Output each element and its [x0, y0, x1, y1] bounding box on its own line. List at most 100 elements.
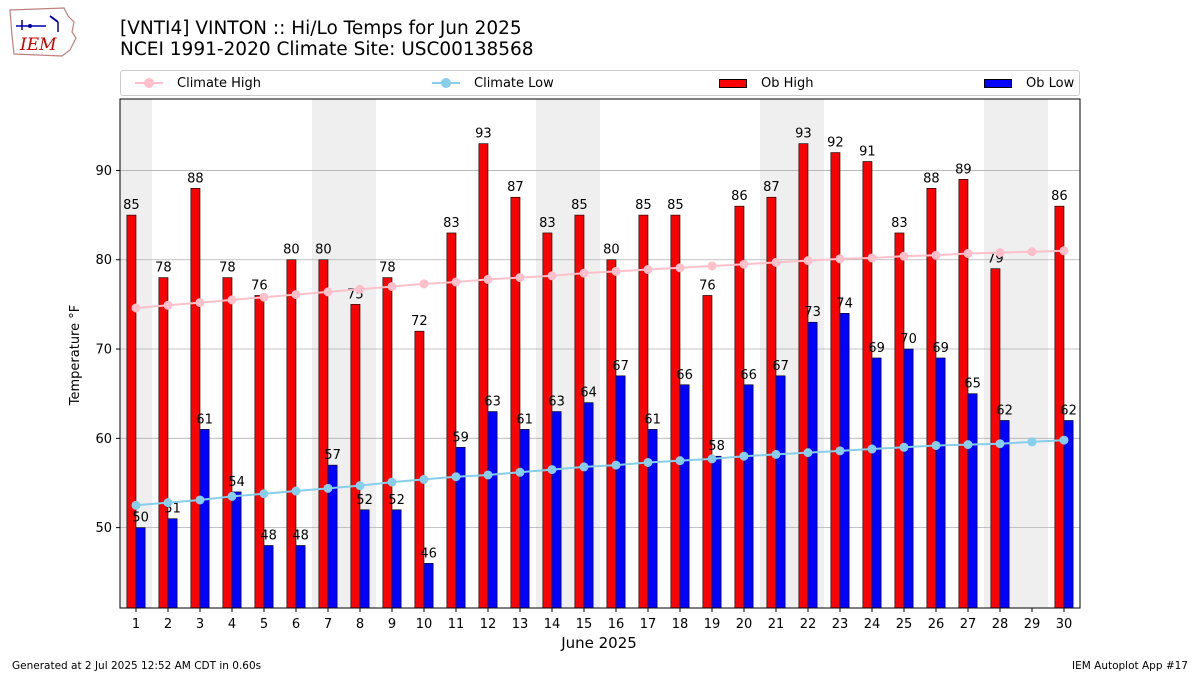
bar-low-27 [967, 393, 978, 609]
weekend-shade-29 [1016, 99, 1048, 608]
ytick-label-60: 60 [95, 432, 112, 447]
xtick-label-21: 21 [768, 617, 785, 632]
label-low-12: 63 [484, 395, 501, 410]
label-high-6: 80 [283, 243, 300, 258]
climate-low-point-21 [771, 449, 781, 459]
bar-low-1 [135, 527, 146, 609]
bar-high-11 [446, 232, 457, 609]
climate-low-point-7 [323, 483, 333, 493]
climate-high-point-17 [643, 265, 653, 275]
y-axis-label-text: Temperature °F [68, 304, 83, 406]
climate-high-point-27 [963, 248, 973, 258]
climate-low-point-20 [739, 451, 749, 461]
ytick-label-80: 80 [95, 253, 112, 268]
bar-high-16 [606, 259, 617, 609]
climate-low-point-9 [387, 477, 397, 487]
climate-low-point-10 [419, 474, 429, 484]
climate-low-point-29 [1027, 437, 1037, 447]
xtick-label-9: 9 [388, 617, 396, 632]
climate-low-point-17 [643, 457, 653, 467]
legend-climate-low-label: Climate Low [474, 75, 554, 91]
xtick-label-7: 7 [324, 617, 332, 632]
label-high-17: 85 [635, 198, 652, 213]
xtick-label-30: 30 [1056, 617, 1073, 632]
label-low-25: 70 [900, 332, 917, 347]
bar-low-26 [935, 357, 946, 609]
label-low-9: 52 [388, 493, 405, 508]
label-low-14: 63 [548, 395, 565, 410]
xtick-label-19: 19 [704, 617, 721, 632]
label-high-23: 92 [827, 136, 844, 151]
climate-high-point-22 [803, 256, 813, 266]
label-low-26: 69 [932, 341, 949, 356]
climate-low-point-1 [131, 500, 141, 510]
bar-low-6 [295, 545, 306, 609]
legend-ob-low: Ob Low [984, 74, 1074, 92]
xtick-label-8: 8 [356, 617, 364, 632]
bar-high-12 [478, 143, 489, 609]
label-low-21: 67 [772, 359, 789, 374]
label-low-16: 67 [612, 359, 629, 374]
legend-ob-high-swatch [719, 78, 747, 88]
plot-frame [119, 98, 1081, 609]
climate-low-point-3 [195, 495, 205, 505]
legend-ob-low-swatch [984, 78, 1012, 88]
bar-high-1 [126, 214, 137, 609]
bar-high-10 [414, 330, 425, 609]
legend-climate-low: Climate Low [432, 74, 554, 92]
legend-climate-high: Climate High [135, 74, 261, 92]
label-high-20: 86 [731, 189, 748, 204]
label-high-3: 88 [187, 171, 204, 186]
climate-low-point-8 [355, 481, 365, 491]
climate-low-point-30 [1059, 435, 1069, 445]
label-high-9: 78 [379, 261, 396, 276]
bar-low-17 [647, 429, 658, 609]
climate-high-point-7 [323, 287, 333, 297]
climate-high-point-9 [387, 282, 397, 292]
xtick-label-15: 15 [576, 617, 593, 632]
bar-high-24 [862, 161, 873, 609]
xtick-label-20: 20 [736, 617, 753, 632]
label-high-21: 87 [763, 180, 780, 195]
xtick-label-23: 23 [832, 617, 849, 632]
ytick-label-70: 70 [95, 343, 112, 358]
legend-ob-high-label: Ob High [761, 75, 814, 91]
label-high-13: 87 [507, 180, 524, 195]
bar-high-23 [830, 152, 841, 609]
xtick-label-10: 10 [416, 617, 433, 632]
label-high-7: 80 [315, 243, 332, 258]
legend-climate-high-swatch [135, 78, 163, 88]
bar-low-10 [423, 563, 434, 609]
label-low-4: 54 [228, 475, 245, 490]
label-low-28: 62 [996, 403, 1013, 418]
climate-low-point-12 [483, 470, 493, 480]
climate-low-point-11 [451, 472, 461, 482]
label-low-8: 52 [356, 493, 373, 508]
climate-high-point-1 [131, 303, 141, 313]
label-high-18: 85 [667, 198, 684, 213]
bar-low-8 [359, 509, 370, 609]
bar-low-13 [519, 429, 530, 609]
chart-title: [VNTI4] VINTON :: Hi/Lo Temps for Jun 20… [120, 18, 534, 60]
bar-low-4 [231, 491, 242, 609]
label-high-27: 89 [955, 162, 972, 177]
xtick-label-22: 22 [800, 617, 817, 632]
xtick-label-4: 4 [228, 617, 236, 632]
xtick-label-18: 18 [672, 617, 689, 632]
climate-low-point-26 [931, 440, 941, 450]
climate-high-point-10 [419, 279, 429, 289]
x-axis-label-text: June 2025 [561, 634, 637, 652]
bar-high-3 [190, 187, 201, 609]
bar-high-6 [286, 259, 297, 609]
bar-high-14 [542, 232, 553, 609]
label-high-4: 78 [219, 261, 236, 276]
climate-low-point-28 [995, 439, 1005, 449]
bar-high-18 [670, 214, 681, 609]
label-low-22: 73 [804, 305, 821, 320]
xtick-label-16: 16 [608, 617, 625, 632]
bar-high-13 [510, 196, 521, 609]
bar-high-28 [990, 268, 1001, 609]
xtick-label-3: 3 [196, 617, 204, 632]
bar-low-5 [263, 545, 274, 609]
